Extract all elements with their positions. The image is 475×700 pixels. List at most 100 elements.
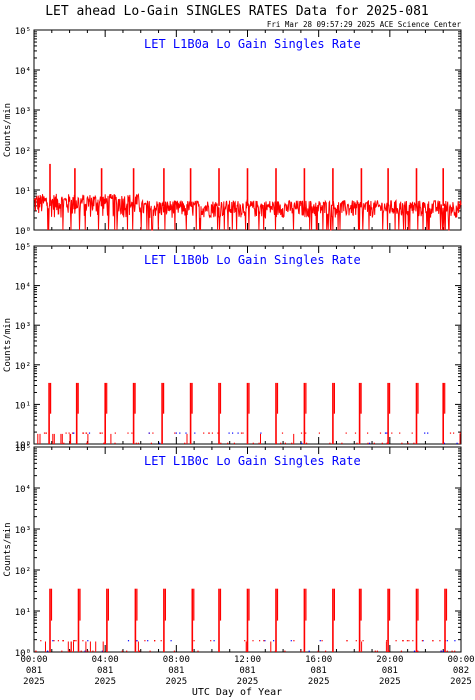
low-count-point [401,442,403,444]
panel-title: LET L1B0a Lo Gain Singles Rate [144,37,361,51]
low-count-point [159,442,161,444]
low-count-point [179,432,181,434]
low-count-point [374,650,376,652]
x-tick-label: 08:00 [163,655,190,665]
low-count-point [308,650,310,652]
low-count-point [61,650,63,652]
low-count-point [185,432,187,434]
low-count-point [369,442,371,444]
low-count-point [237,432,239,434]
low-count-point [62,640,64,642]
low-count-point [281,432,284,434]
low-count-point [264,640,266,642]
low-count-point [101,432,103,434]
y-axis-label: Counts/min [3,103,13,157]
low-count-point [87,640,89,642]
low-count-point [453,432,455,434]
low-count-point [355,640,357,642]
low-count-point [75,640,77,642]
low-count-point [306,442,308,444]
low-count-point [74,640,76,642]
low-count-point [376,650,378,652]
low-count-point [356,442,358,444]
low-count-point [259,640,261,642]
low-count-point [47,650,49,652]
low-count-point [439,640,441,642]
low-count-point [386,432,388,434]
x-tick-label: 20:00 [376,655,403,665]
low-count-point [40,640,42,642]
low-count-point [227,442,229,444]
low-count-point [211,432,213,434]
low-count-point [454,650,456,652]
low-count-point [147,640,149,642]
low-count-point [367,432,369,434]
low-count-point [99,432,101,434]
low-count-point [300,432,303,434]
low-count-point [280,442,282,444]
low-count-point [213,640,215,642]
low-count-point [373,442,375,444]
x-tick-label: 081 [26,666,42,676]
x-tick-label: 2025 [450,677,472,687]
y-tick-label: 10⁵ [15,444,31,454]
low-count-point [72,432,74,434]
y-axis-label: Counts/min [3,318,13,372]
low-count-point [263,640,265,642]
low-count-point [131,432,133,434]
y-tick-label: 10⁴ [15,485,31,495]
low-count-point [252,442,254,444]
low-count-point [127,640,130,642]
y-tick-label: 10³ [15,526,31,536]
low-count-point [413,442,415,444]
x-tick-label: 081 [311,666,327,676]
low-count-point [65,432,67,434]
low-count-point [92,650,94,652]
low-count-point [446,640,448,642]
low-count-point [82,640,84,642]
low-count-point [421,640,423,642]
low-count-point [101,650,103,652]
low-count-point [400,650,402,652]
chart-panel-1: 10⁰ 10¹ 10² 10³ 10⁴ 10⁵ Counts/min LET L1B0a Lo… [3,27,462,237]
low-count-point [173,650,175,652]
low-count-point [451,650,453,652]
low-count-point [341,442,343,444]
low-count-point [260,432,262,434]
low-count-point [220,442,222,444]
data-trace [33,163,462,231]
low-count-point [284,442,286,444]
y-tick-label: 10² [15,567,31,577]
low-count-point [454,640,456,642]
y-tick-label: 10⁰ [15,649,31,659]
low-count-point [321,640,323,642]
low-count-point [300,650,302,652]
low-count-point [432,640,434,642]
low-count-point [399,432,401,434]
panel-title: LET L1B0c Lo Gain Singles Rate [144,454,361,468]
y-tick-label: 10⁰ [15,227,31,237]
y-tick-label: 10⁵ [15,27,31,37]
low-count-point [154,640,156,642]
low-count-point [252,640,254,642]
low-count-point [148,432,150,434]
low-count-point [170,640,172,642]
low-count-point [240,432,243,434]
low-count-point [446,650,448,652]
low-count-point [388,650,390,652]
x-tick-label: 12:00 [234,655,261,665]
low-count-point [45,432,47,434]
panels: 10⁰ 10¹ 10² 10³ 10⁴ 10⁵ Counts/min LET L1B0a Lo… [3,27,475,687]
low-count-point [85,432,87,434]
low-count-point [412,640,414,642]
low-count-point [456,442,458,444]
y-tick-label: 10² [15,147,31,157]
low-count-point [127,432,129,434]
x-tick-label: 2025 [23,677,45,687]
low-count-point [86,442,88,444]
y-tick-label: 10² [15,362,31,372]
low-count-point [121,650,123,652]
y-tick-label: 10¹ [15,187,31,197]
low-count-point [149,650,151,652]
low-count-point [407,442,409,444]
